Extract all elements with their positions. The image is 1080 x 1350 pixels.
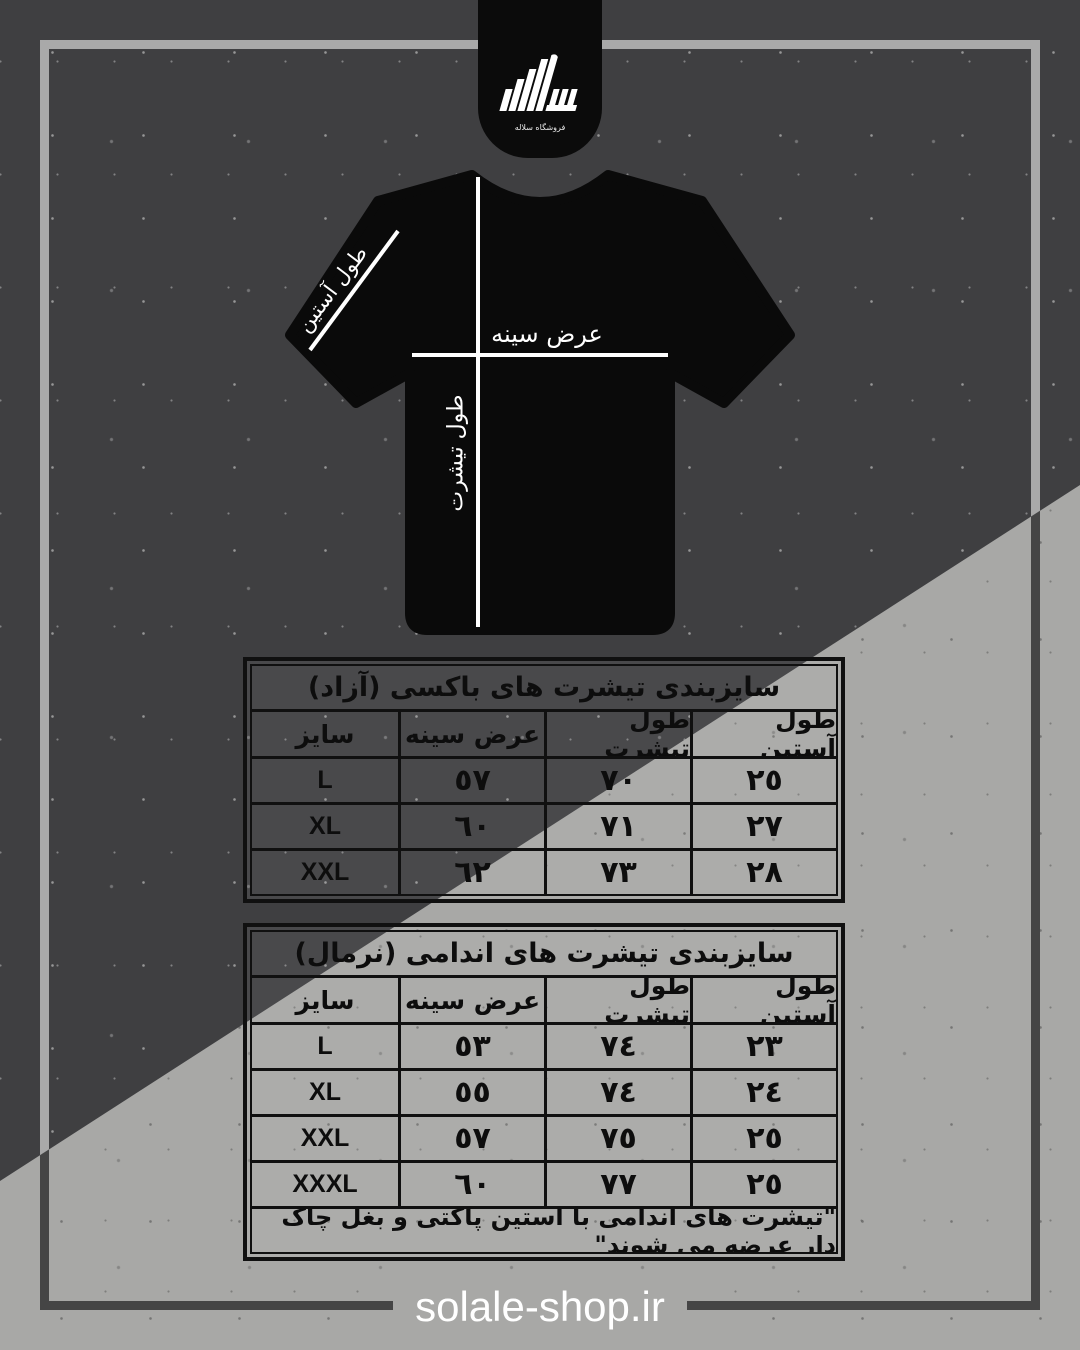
table-row: XXXL ٦٠ ٧٧ ٢٥ bbox=[252, 1160, 836, 1206]
sleeve-value: ٢٨ bbox=[690, 851, 836, 894]
column-header-length: طول تیشرت bbox=[544, 978, 690, 1022]
table-header-row: سایز عرض سینه طول تیشرت طول آستین bbox=[252, 709, 836, 756]
size-value: XL bbox=[309, 812, 341, 840]
length-value: ٧٥ bbox=[544, 1117, 690, 1160]
size-value: XXXL bbox=[292, 1170, 358, 1198]
length-value: ٧١ bbox=[544, 805, 690, 848]
size-value: XXL bbox=[300, 858, 350, 886]
column-header-sleeve: طول آستین bbox=[690, 712, 836, 756]
table-row: XL ٦٠ ٧١ ٢٧ bbox=[252, 802, 836, 848]
brand-logo-icon bbox=[499, 54, 578, 111]
sleeve-value: ٢٣ bbox=[690, 1025, 836, 1068]
column-header-size: سایز bbox=[295, 719, 355, 749]
footer: solale-shop.ir bbox=[0, 1281, 1080, 1333]
column-header-sleeve: طول آستین bbox=[690, 978, 836, 1022]
shirt-length-label: طول تیشرت bbox=[443, 394, 469, 512]
table-row: L ٥٣ ٧٤ ٢٣ bbox=[252, 1022, 836, 1068]
length-value: ٧٤ bbox=[544, 1071, 690, 1114]
chest-value: ٦٠ bbox=[398, 1163, 544, 1206]
length-value: ٧٧ bbox=[544, 1163, 690, 1206]
length-value: ٧٣ bbox=[544, 851, 690, 894]
size-value: L bbox=[317, 1032, 333, 1060]
table-header-row: سایز عرض سینه طول تیشرت طول آستین bbox=[252, 975, 836, 1022]
size-value: L bbox=[317, 766, 333, 794]
table-title: سایزبندی تیشرت های باکسی (آزاد) bbox=[307, 672, 781, 703]
brand-name-text: فروشگاه سلاله bbox=[514, 123, 566, 132]
tshirt-silhouette bbox=[285, 170, 795, 635]
table-footnote: "تیشرت های اندامی با آستین پاکتی و بغل چ… bbox=[281, 1209, 836, 1252]
table-row: XXL ٦٢ ٧٣ ٢٨ bbox=[252, 848, 836, 894]
column-header-length: طول تیشرت bbox=[544, 712, 690, 756]
chest-width-label: عرض سینه bbox=[491, 320, 603, 348]
chest-value: ٦٢ bbox=[398, 851, 544, 894]
size-table-fitted: سایزبندی تیشرت های اندامی (نرمال) سایز ع… bbox=[243, 923, 845, 1261]
chest-value: ٦٠ bbox=[398, 805, 544, 848]
sleeve-value: ٢٤ bbox=[690, 1071, 836, 1114]
length-value: ٧٤ bbox=[544, 1025, 690, 1068]
column-header-chest: عرض سینه bbox=[398, 978, 544, 1022]
table-row: L ٥٧ ٧٠ ٢٥ bbox=[252, 756, 836, 802]
length-value: ٧٠ bbox=[544, 759, 690, 802]
size-value: XL bbox=[309, 1078, 341, 1106]
website-url: solale-shop.ir bbox=[393, 1281, 687, 1333]
sleeve-measure-line bbox=[308, 229, 400, 352]
column-header-size: سایز bbox=[295, 985, 355, 1015]
table-title: سایزبندی تیشرت های اندامی (نرمال) bbox=[294, 938, 794, 969]
size-value: XXL bbox=[300, 1124, 350, 1152]
sleeve-value: ٢٧ bbox=[690, 805, 836, 848]
sleeve-value: ٢٥ bbox=[690, 1163, 836, 1206]
sleeve-value: ٢٥ bbox=[690, 1117, 836, 1160]
table-row: XL ٥٥ ٧٤ ٢٤ bbox=[252, 1068, 836, 1114]
chest-value: ٥٧ bbox=[398, 759, 544, 802]
sleeve-value: ٢٥ bbox=[690, 759, 836, 802]
column-header-chest: عرض سینه bbox=[398, 712, 544, 756]
brand-badge: فروشگاه سلاله bbox=[478, 0, 602, 158]
chest-value: ٥٥ bbox=[398, 1071, 544, 1114]
table-row: XXL ٥٧ ٧٥ ٢٥ bbox=[252, 1114, 836, 1160]
tshirt-body-shape bbox=[285, 170, 795, 635]
chest-value: ٥٧ bbox=[398, 1117, 544, 1160]
chest-value: ٥٣ bbox=[398, 1025, 544, 1068]
size-table-boxy: سایزبندی تیشرت های باکسی (آزاد) سایز عرض… bbox=[243, 657, 845, 903]
